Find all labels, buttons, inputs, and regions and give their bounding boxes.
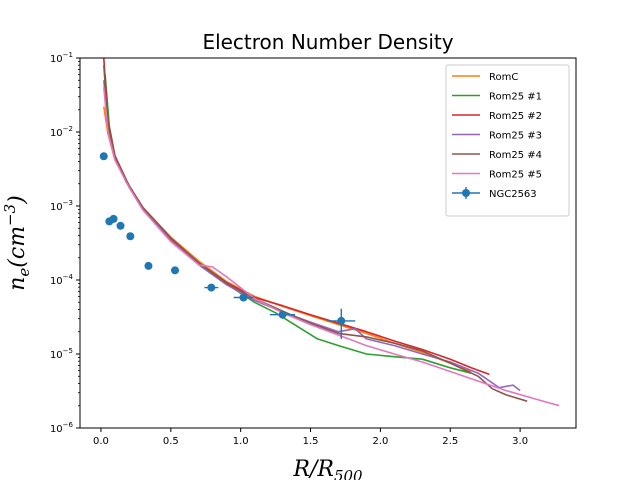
y-tick-label-base: 10 [50, 128, 63, 139]
y-tick-label: 10−6 [50, 421, 74, 435]
y-tick-label-exp: −5 [63, 347, 73, 355]
legend-label: Rom25 #5 [489, 170, 542, 181]
data-point [126, 232, 135, 241]
y-tick-label-exp: −3 [63, 199, 73, 207]
data-point [116, 221, 125, 230]
legend-items: RomC Rom25 #1 Rom25 #2 Rom25 #3 Rom25 #4 Rom2… [452, 72, 542, 200]
data-point [278, 310, 287, 319]
y-tick-label: 10−4 [50, 273, 74, 287]
legend: RomC Rom25 #1 Rom25 #2 Rom25 #3 Rom25 #4 Rom2… [445, 64, 570, 217]
y-tick-label-base: 10 [50, 424, 63, 435]
y-tick-label-exp: −2 [63, 125, 73, 133]
x-tick-label: 1.0 [233, 436, 249, 447]
legend-label: Rom25 #1 [489, 92, 542, 103]
legend-frame [445, 64, 570, 217]
x-tick-label: 0.0 [93, 436, 109, 447]
y-axis-label-mid: (cm [5, 226, 30, 268]
chart-title: Electron Number Density [202, 30, 453, 54]
y-axis: 10−610−510−410−310−210−1 [50, 51, 80, 435]
legend-label: NGC2563 [489, 189, 537, 200]
y-tick-label: 10−5 [50, 347, 73, 361]
data-point [207, 283, 216, 292]
y-tick-label-base: 10 [50, 202, 63, 213]
observed-layer [99, 152, 356, 339]
series-line-5 [103, 65, 528, 402]
y-tick-label: 10−3 [50, 199, 73, 213]
y-tick-label-exp: −4 [63, 273, 74, 281]
x-axis-label-sub: 500 [334, 467, 363, 480]
x-tick-label: 3.0 [512, 436, 528, 447]
y-tick-label-base: 10 [50, 54, 63, 65]
x-tick-label: 2.5 [442, 436, 458, 447]
y-tick-label-base: 10 [50, 350, 63, 361]
legend-label: Rom25 #4 [489, 150, 542, 161]
legend-label: Rom25 #3 [489, 131, 542, 142]
x-tick-label: 0.5 [163, 436, 179, 447]
y-axis-label-sup: −3 [1, 204, 19, 226]
x-axis: 0.0 0.5 1.0 1.5 2.0 2.5 3.0 [93, 428, 528, 447]
data-point [239, 293, 248, 302]
legend-swatch-marker [462, 189, 470, 197]
y-tick-label-base: 10 [50, 276, 63, 287]
y-tick-label: 10−2 [50, 125, 73, 139]
data-point [109, 214, 118, 223]
x-axis-label: R/R500 [292, 457, 363, 480]
y-axis-label-sub: e [15, 268, 33, 277]
legend-label: Rom25 #2 [489, 111, 542, 122]
data-point [99, 152, 108, 161]
y-axis-label: ne(cm−3) [1, 195, 33, 291]
x-tick-label: 2.0 [372, 436, 388, 447]
x-tick-label: 1.5 [303, 436, 319, 447]
y-tick-label-exp: −6 [63, 421, 74, 429]
data-point [337, 316, 346, 325]
x-axis-label-base: R/R [292, 457, 334, 480]
y-tick-label-exp: −1 [63, 51, 73, 59]
y-axis-label-end: ) [5, 195, 30, 205]
legend-label: RomC [489, 72, 518, 83]
data-point [144, 261, 153, 270]
data-point [171, 266, 180, 275]
plot-frame [79, 57, 577, 429]
y-axis-label-base: n [5, 277, 30, 291]
y-tick-label: 10−1 [50, 51, 73, 65]
